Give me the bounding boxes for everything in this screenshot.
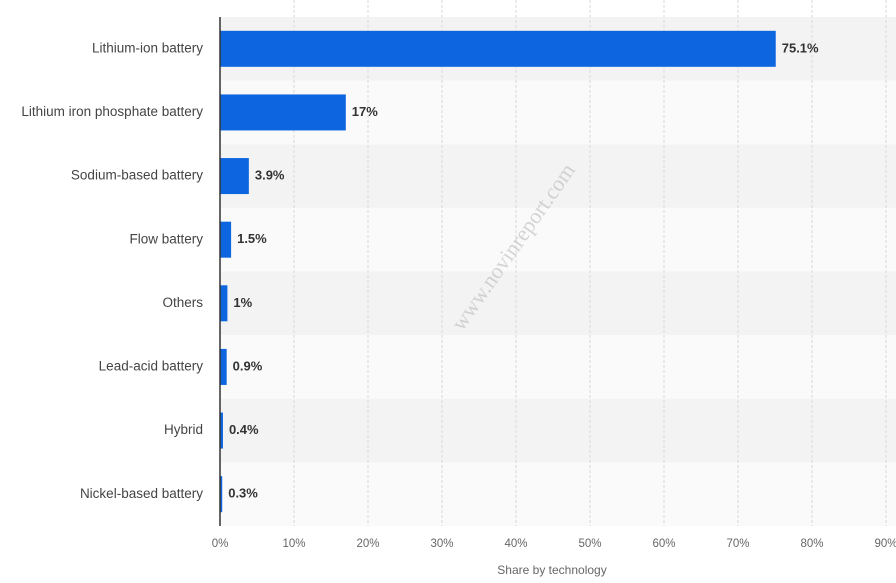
bar xyxy=(220,476,223,513)
data-label: 75.1% xyxy=(782,40,819,55)
data-label: 1.5% xyxy=(237,231,267,246)
x-tick-label: 50% xyxy=(578,538,601,550)
row-band xyxy=(220,335,896,399)
x-tick-label: 10% xyxy=(282,538,305,550)
bar xyxy=(220,412,223,449)
data-label: 0.9% xyxy=(233,358,263,373)
x-tick-label: 30% xyxy=(430,538,453,550)
bar xyxy=(220,94,346,131)
y-tick-label: Sodium-based battery xyxy=(71,168,203,183)
bar xyxy=(220,221,232,258)
y-tick-label: Lithium iron phosphate battery xyxy=(21,104,203,119)
data-label: 0.3% xyxy=(228,486,258,501)
x-tick-label: 0% xyxy=(212,538,229,550)
y-tick-label: Flow battery xyxy=(129,231,203,246)
bar xyxy=(220,158,249,195)
x-tick-label: 40% xyxy=(504,538,527,550)
row-band xyxy=(220,207,896,272)
row-band xyxy=(220,144,896,208)
data-label: 1% xyxy=(233,295,252,310)
y-tick-label: Lithium-ion battery xyxy=(92,40,203,55)
row-band xyxy=(220,271,896,336)
bar xyxy=(220,348,227,385)
y-tick-label: Lead-acid battery xyxy=(99,359,204,374)
x-tick-label: 90% xyxy=(874,538,896,550)
x-tick-label: 60% xyxy=(652,538,675,550)
data-label: 3.9% xyxy=(255,168,285,183)
x-axis-title: Share by technology xyxy=(497,563,606,577)
data-label: 0.4% xyxy=(229,422,259,437)
row-band xyxy=(220,398,896,463)
data-label: 17% xyxy=(352,104,378,119)
x-tick-label: 80% xyxy=(800,538,823,550)
row-band xyxy=(220,462,896,526)
x-tick-label: 20% xyxy=(356,538,379,550)
bar xyxy=(220,285,228,322)
y-tick-label: Nickel-based battery xyxy=(80,486,203,501)
y-tick-label: Hybrid xyxy=(164,422,203,437)
y-tick-label: Others xyxy=(162,295,203,310)
x-tick-label: 70% xyxy=(726,538,749,550)
bar xyxy=(220,30,776,67)
